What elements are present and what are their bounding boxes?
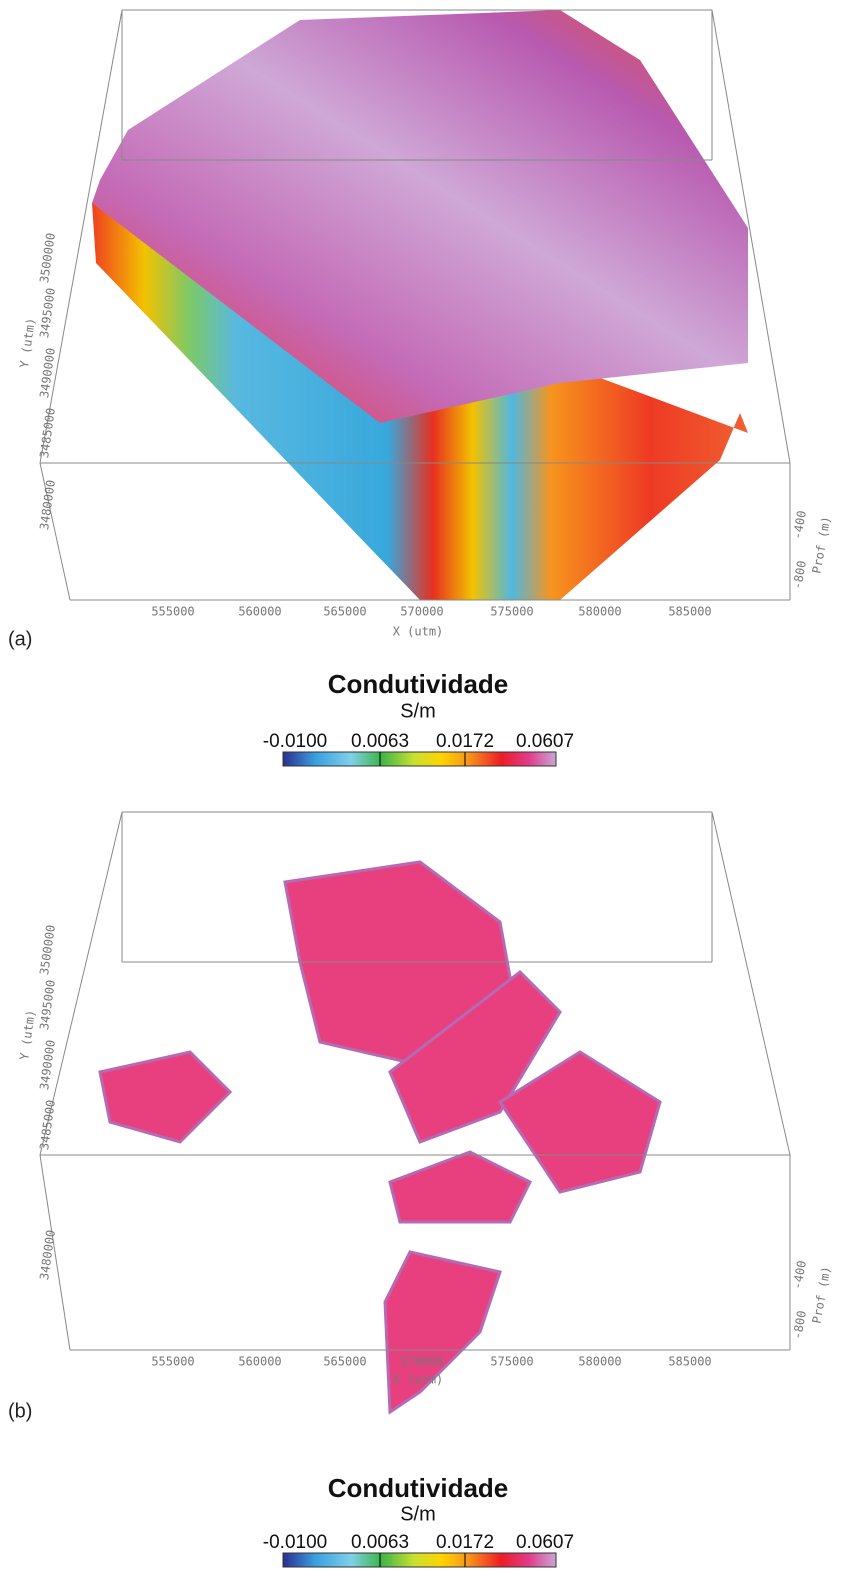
- colorbar-tick-label: 0.0172: [436, 731, 494, 752]
- volume-blob: [100, 1052, 230, 1142]
- z-tick-label: -400: [790, 509, 809, 540]
- z-tick-label: -400: [790, 1259, 809, 1290]
- box-edge: [712, 812, 790, 1155]
- y-tick-label: 3480000: [37, 1229, 58, 1281]
- y-tick-label: 3495000: [37, 979, 58, 1031]
- colorbar-tick-label: -0.0100: [263, 731, 327, 752]
- x-tick-label: 570000: [400, 605, 443, 619]
- y-axis-label: Y (utm): [17, 1009, 38, 1061]
- x-tick-label: 580000: [578, 605, 621, 619]
- colorbar-unit: S/m: [400, 700, 436, 722]
- y-tick-label: 3500000: [37, 924, 58, 976]
- colorbar-tick-label: 0.0063: [351, 1532, 409, 1553]
- panel: 555000 560000 565000 570000 575000 580000 5850…: [8, 10, 833, 766]
- colorbar-tick-label: 0.0172: [436, 1532, 494, 1553]
- y-tick-label: 3480000: [37, 479, 58, 531]
- x-tick-label: 575000: [490, 1355, 533, 1369]
- x-tick-label: 565000: [323, 605, 366, 619]
- y-tick-label: 3490000: [37, 1039, 58, 1091]
- colorbar: [283, 1553, 556, 1567]
- x-tick-label: 565000: [323, 1355, 366, 1369]
- z-tick-label: -800: [790, 559, 809, 590]
- panel-label: (b): [8, 1400, 32, 1422]
- colorbar: [283, 752, 556, 766]
- x-tick-label: 580000: [578, 1355, 621, 1369]
- volume-blob: [385, 1252, 500, 1412]
- x-tick-label: 585000: [668, 605, 711, 619]
- volume-blob: [390, 1152, 530, 1222]
- panel: 555000 560000 565000 570000 575000 580000 5850…: [8, 812, 833, 1567]
- colorbar-unit: S/m: [400, 1503, 436, 1525]
- x-tick-label: 575000: [490, 605, 533, 619]
- y-tick-label: 3500000: [37, 232, 58, 284]
- z-tick-label: -800: [790, 1309, 809, 1340]
- y-tick-label: 3485000: [37, 407, 58, 459]
- figure: 555000 560000 565000 570000 575000 580000 5850…: [0, 0, 847, 1593]
- x-tick-label: 585000: [668, 1355, 711, 1369]
- x-tick-label: 555000: [151, 1355, 194, 1369]
- colorbar-tick-label: 0.0063: [351, 731, 409, 752]
- panel-label: (a): [8, 628, 32, 650]
- x-tick-label: 560000: [238, 1355, 281, 1369]
- colorbar-title: Condutividade: [328, 1473, 509, 1503]
- colorbar-title: Condutividade: [328, 669, 509, 699]
- y-tick-label: 3485000: [37, 1099, 58, 1151]
- y-tick-label: 3490000: [37, 347, 58, 399]
- x-tick-label: 560000: [238, 605, 281, 619]
- y-axis-label: Y (utm): [17, 317, 38, 369]
- x-axis-label: X (utm): [393, 1373, 444, 1387]
- x-tick-label: 570000: [400, 1355, 443, 1369]
- colorbar-tick-label: -0.0100: [263, 1532, 327, 1553]
- colorbar-tick-label: 0.0607: [516, 731, 574, 752]
- y-tick-label: 3495000: [37, 287, 58, 339]
- colorbar-tick-label: 0.0607: [516, 1532, 574, 1553]
- z-axis-label: Prof (m): [810, 515, 834, 574]
- x-axis-label: X (utm): [393, 625, 444, 639]
- z-axis-label: Prof (m): [810, 1265, 834, 1324]
- x-tick-label: 555000: [151, 605, 194, 619]
